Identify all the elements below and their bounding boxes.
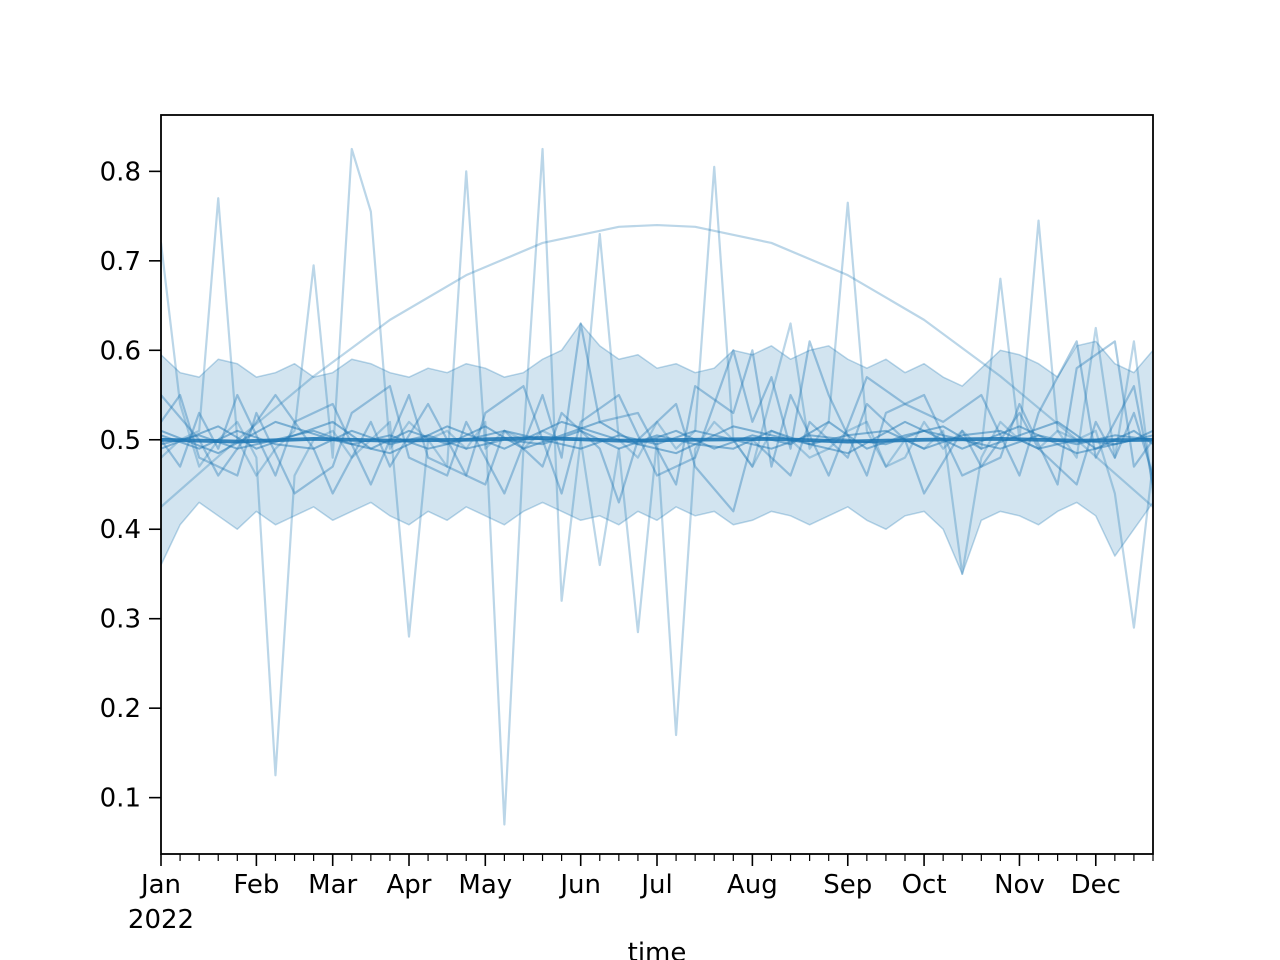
x-axis-label: time: [628, 938, 687, 960]
band-upper-edge: [161, 322, 1153, 387]
y-tick-label: 0.3: [100, 605, 141, 635]
x-tick-label: Dec: [1071, 870, 1121, 900]
x-tick-label: Jul: [639, 870, 672, 900]
y-tick-label: 0.5: [100, 426, 141, 456]
series-line-ensemble-member-medium-1: [161, 340, 1153, 495]
series-line-ensemble-member-tight-2: [161, 429, 1153, 450]
series-line-ensemble-mean: [161, 436, 1153, 444]
series-line-ensemble-member-spiky-2: [161, 241, 1153, 826]
x-tick-label: May: [458, 870, 512, 900]
series-line-seasonal-smooth-curve: [161, 223, 1153, 508]
series-line-ensemble-member-medium-2: [161, 322, 1153, 495]
y-tick-label: 0.6: [100, 336, 141, 366]
x-tick-label: Jan: [139, 870, 181, 900]
x-tick-label: Apr: [387, 870, 432, 900]
x-tick-year-label: 2022: [128, 905, 194, 935]
y-tick-label: 0.7: [100, 247, 141, 277]
x-tick-label: Jun: [558, 870, 601, 900]
y-tick-label: 0.1: [100, 784, 141, 814]
y-tick-label: 0.2: [100, 694, 141, 724]
x-tick-label: Mar: [308, 870, 357, 900]
series-line-ensemble-member-spiky-1: [161, 147, 1153, 602]
series-line-ensemble-member-medium-3: [161, 393, 1153, 513]
y-tick-label: 0.4: [100, 515, 141, 545]
x-tick-label: Aug: [727, 870, 778, 900]
band-lower-edge: [161, 501, 1153, 575]
x-tick-label: Sep: [823, 870, 872, 900]
x-tick-label: Feb: [233, 870, 279, 900]
y-tick-label: 0.8: [100, 157, 141, 187]
plot-area: [161, 147, 1153, 826]
x-tick-label: Oct: [902, 870, 947, 900]
x-tick-label: Nov: [994, 870, 1045, 900]
